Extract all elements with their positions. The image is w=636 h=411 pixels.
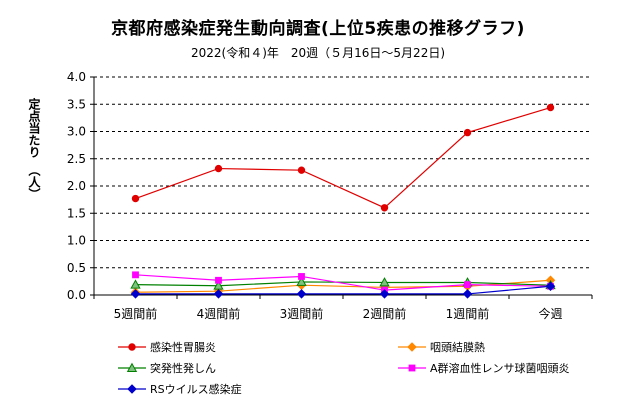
legend-swatch	[398, 342, 426, 352]
chart-title: 京都府感染症発生動向調査(上位5疾患の推移グラフ)	[111, 19, 525, 39]
data-point	[213, 289, 224, 299]
data-point	[132, 271, 139, 279]
x-tick-label: 5週間前	[114, 306, 158, 321]
series-0	[131, 103, 555, 212]
data-point	[130, 279, 141, 289]
data-point	[545, 281, 556, 292]
legend-swatch	[118, 384, 146, 394]
series-line	[135, 106, 551, 209]
data-point	[296, 289, 307, 299]
series-line	[135, 274, 551, 291]
y-tick-labels: 0.0 0.5 1.0 1.5 2.0 2.5 3.0 3.5 4.0	[67, 70, 86, 302]
x-tick-label: 2週間前	[363, 306, 407, 321]
y-axis-label: 定点当たり （人）	[27, 98, 41, 200]
legend-marker	[127, 384, 137, 394]
data-point	[379, 289, 390, 299]
data-point	[296, 276, 307, 286]
data-point	[546, 103, 555, 112]
x-tick-label: 今週	[538, 306, 562, 321]
chart-subtitle: 2022(令和４)年 20週（５月16日～5月22日)	[190, 46, 446, 60]
legend-label: 咽頭結膜熱	[430, 341, 485, 354]
y-tick-label: 3.5	[67, 97, 86, 111]
data-point	[297, 166, 306, 174]
y-tick-label: 0.5	[67, 261, 86, 275]
data-point	[464, 281, 471, 289]
legend-label: 感染性胃腸炎	[150, 341, 216, 354]
legend-swatch	[398, 364, 426, 372]
legend-swatch	[118, 343, 146, 351]
data-point	[298, 273, 305, 280]
legend-item: 感染性胃腸炎	[118, 338, 216, 356]
legend-item: A群溶血性レンサ球菌咽頭炎	[398, 359, 570, 377]
data-point	[462, 289, 473, 299]
gridlines	[94, 76, 592, 269]
legend-swatch	[118, 362, 146, 372]
legend-marker	[126, 362, 138, 372]
series-line	[135, 281, 551, 287]
data-point	[379, 277, 390, 287]
legend-item: 咽頭結膜熱	[398, 338, 485, 356]
x-tick-labels: 5週間前 4週間前 3週間前 2週間前 1週間前 今週	[114, 306, 563, 321]
y-tick-label: 3.0	[67, 125, 86, 139]
data-point	[131, 194, 140, 203]
series	[130, 103, 556, 299]
data-point	[215, 276, 222, 284]
legend-marker	[128, 343, 136, 351]
x-tick-label: 3週間前	[280, 306, 324, 321]
x-tick-label: 1週間前	[446, 306, 490, 321]
legend-label: A群溶血性レンサ球菌咽頭炎	[430, 362, 570, 375]
y-tick-label: 4.0	[67, 70, 86, 84]
data-point	[463, 128, 472, 137]
legend-item: RSウイルス感染症	[118, 380, 242, 398]
axes	[90, 76, 593, 299]
y-tick-label: 2.0	[67, 179, 86, 193]
y-tick-label: 1.5	[67, 206, 86, 220]
series-4	[130, 281, 556, 299]
y-tick-label: 0.0	[67, 288, 86, 302]
legend-label: RSウイルス感染症	[150, 383, 242, 396]
data-point	[130, 289, 141, 299]
x-tick-label: 4週間前	[197, 306, 241, 321]
legend-marker	[407, 342, 417, 352]
legend-item: 突発性発しん	[118, 359, 216, 377]
legend: 感染性胃腸炎 咽頭結膜熱突発性発しん A群溶血性レンサ球菌咽頭炎 RSウイルス感染症	[118, 338, 588, 400]
legend-label: 突発性発しん	[150, 362, 216, 375]
series-line	[135, 285, 551, 295]
data-point	[380, 204, 389, 212]
legend-marker	[408, 364, 416, 372]
y-tick-label: 1.0	[67, 234, 86, 248]
data-point	[214, 164, 223, 173]
y-tick-label: 2.5	[67, 152, 86, 166]
